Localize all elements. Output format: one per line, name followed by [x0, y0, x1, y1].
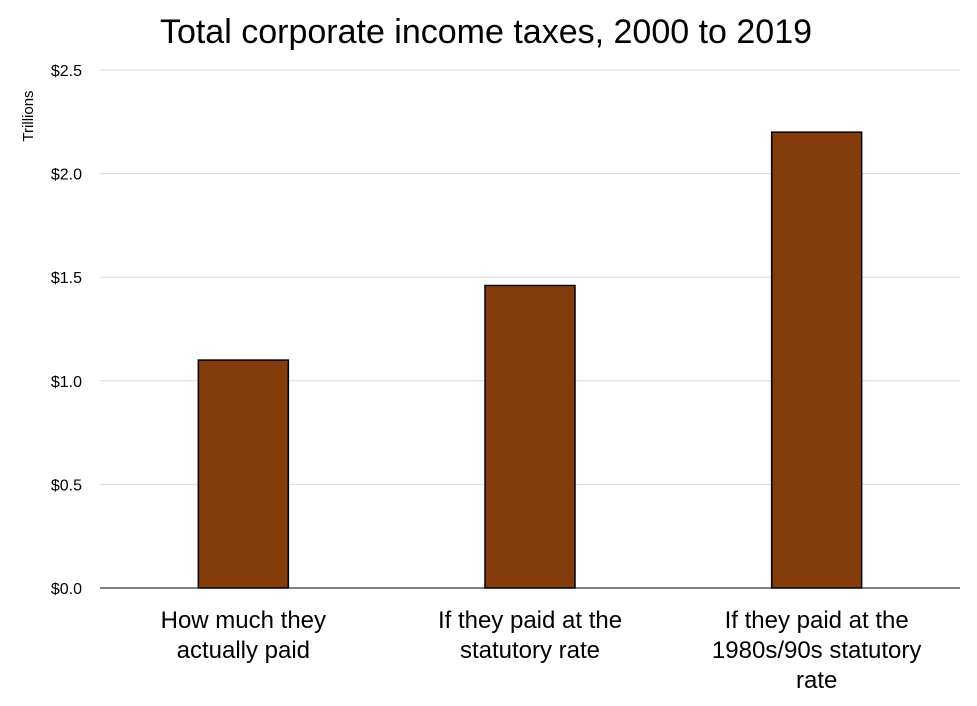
- y-axis-label: Trillions: [20, 90, 37, 141]
- bars: [197, 131, 863, 589]
- y-tick-label: $2.0: [51, 167, 82, 184]
- y-tick-label: $2.5: [51, 63, 82, 80]
- bar: [484, 284, 576, 589]
- x-category-label: How much they actually paid: [161, 607, 326, 664]
- y-axis-ticks: $0.0 $0.5 $1.0 $1.5 $2.0 $2.5: [51, 63, 82, 598]
- y-tick-label: $0.0: [51, 581, 82, 598]
- x-axis-categories: How much they actually paid If they paid a…: [161, 607, 922, 694]
- y-tick-label: $0.5: [51, 477, 82, 494]
- chart-title: Total corporate income taxes, 2000 to 20…: [160, 13, 812, 51]
- y-tick-label: $1.0: [51, 374, 82, 391]
- y-tick-label: $1.5: [51, 270, 82, 287]
- bar: [770, 131, 863, 589]
- x-category-label: If they paid at the 1980s/90s statutory ra…: [712, 607, 921, 694]
- bar: [197, 359, 290, 589]
- x-category-label: If they paid at the statutory rate: [438, 607, 622, 664]
